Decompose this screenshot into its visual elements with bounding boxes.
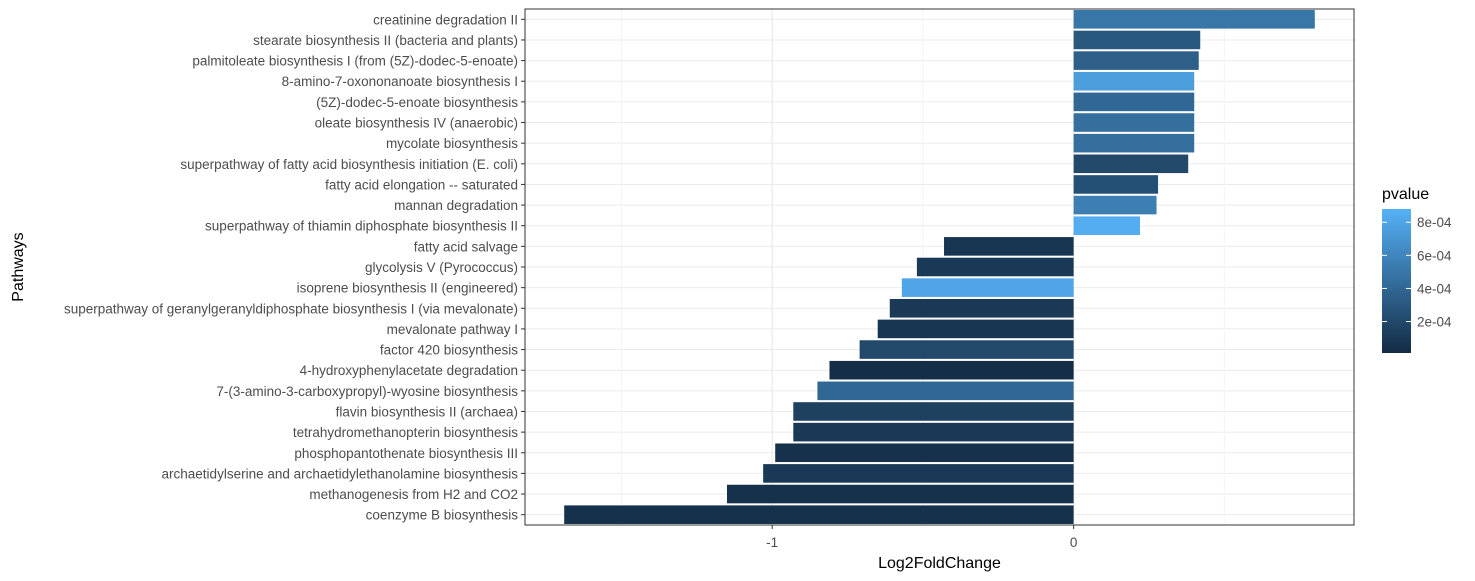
bar bbox=[1073, 71, 1195, 91]
bar bbox=[1073, 175, 1159, 194]
y-tick-label: mycolate biosynthesis bbox=[386, 136, 518, 151]
legend-tick-label: 8e-04 bbox=[1417, 215, 1452, 230]
legend-title: pvalue bbox=[1382, 186, 1429, 203]
bar bbox=[1073, 154, 1189, 174]
legend-color-bar bbox=[1382, 209, 1411, 353]
bar bbox=[1073, 113, 1195, 132]
y-tick-label: factor 420 biosynthesis bbox=[380, 343, 518, 358]
bars bbox=[564, 10, 1315, 524]
bar bbox=[889, 298, 1074, 318]
y-tick-label: isoprene biosynthesis II (engineered) bbox=[297, 281, 518, 296]
bar bbox=[829, 360, 1074, 380]
bar bbox=[859, 340, 1074, 359]
y-tick-label: creatinine degradation II bbox=[373, 12, 518, 27]
y-tick-label: archaetidylserine and archaetidylethanol… bbox=[162, 466, 519, 481]
y-tick-label: tetrahydromethanopterin biosynthesis bbox=[293, 425, 518, 440]
x-tick-labels: -1 0 bbox=[766, 525, 1077, 550]
x-tick-label: -1 bbox=[766, 535, 778, 550]
bar bbox=[1073, 92, 1195, 112]
bar bbox=[775, 443, 1074, 463]
bar bbox=[817, 381, 1074, 401]
bar bbox=[944, 237, 1074, 256]
y-tick-label: 8-amino-7-oxononanoate biosynthesis I bbox=[282, 74, 518, 89]
y-tick-label: superpathway of thiamin diphosphate bios… bbox=[205, 219, 518, 234]
y-tick-label: flavin biosynthesis II (archaea) bbox=[336, 404, 518, 419]
y-tick-label: glycolysis V (Pyrococcus) bbox=[365, 260, 518, 275]
y-tick-label: coenzyme B biosynthesis bbox=[366, 508, 519, 523]
x-axis-title: Log2FoldChange bbox=[878, 555, 1001, 572]
x-tick-label: 0 bbox=[1070, 535, 1078, 550]
y-tick-label: methanogenesis from H2 and CO2 bbox=[309, 487, 518, 502]
bar bbox=[793, 402, 1074, 421]
y-tick-label: mannan degradation bbox=[394, 198, 518, 213]
legend-tick-label: 2e-04 bbox=[1417, 315, 1452, 330]
bar bbox=[1073, 133, 1195, 153]
bar bbox=[916, 257, 1074, 277]
y-tick-label: oleate biosynthesis IV (anaerobic) bbox=[315, 116, 518, 131]
bar bbox=[877, 319, 1074, 339]
bar bbox=[564, 505, 1074, 524]
y-tick-label: 4-hydroxyphenylacetate degradation bbox=[300, 363, 518, 378]
y-axis-title: Pathways bbox=[10, 232, 27, 301]
y-tick-label: stearate biosynthesis II (bacteria and p… bbox=[253, 33, 518, 48]
legend-ticks: 2e-04 4e-04 6e-04 8e-04 bbox=[1382, 215, 1452, 330]
bar bbox=[726, 484, 1074, 504]
y-tick-label: fatty acid elongation -- saturated bbox=[325, 177, 518, 192]
legend-tick-label: 4e-04 bbox=[1417, 281, 1452, 296]
y-tick-label: phosphopantothenate biosynthesis III bbox=[294, 446, 518, 461]
color-legend: pvalue 2e-04 4e-04 6e-04 8e-04 bbox=[1382, 186, 1452, 353]
bar bbox=[1073, 51, 1199, 70]
y-tick-label: (5Z)-dodec-5-enoate biosynthesis bbox=[316, 95, 518, 110]
bar bbox=[763, 464, 1074, 483]
y-tick-label: superpathway of geranylgeranyldiphosphat… bbox=[64, 301, 518, 316]
y-tick-labels: creatinine degradation II stearate biosyn… bbox=[64, 12, 525, 523]
bar bbox=[793, 422, 1074, 442]
legend-tick-label: 6e-04 bbox=[1417, 248, 1452, 263]
bar bbox=[1073, 195, 1157, 215]
bar bbox=[901, 278, 1074, 297]
bar bbox=[1073, 216, 1140, 236]
y-tick-label: superpathway of fatty acid biosynthesis … bbox=[180, 157, 518, 172]
bar bbox=[1073, 10, 1315, 29]
y-tick-label: mevalonate pathway I bbox=[387, 322, 518, 337]
y-tick-label: palmitoleate biosynthesis I (from (5Z)-d… bbox=[192, 54, 518, 69]
y-tick-label: 7-(3-amino-3-carboxypropyl)-wyosine bios… bbox=[216, 384, 518, 399]
y-tick-label: fatty acid salvage bbox=[414, 239, 518, 254]
bar bbox=[1073, 30, 1201, 50]
